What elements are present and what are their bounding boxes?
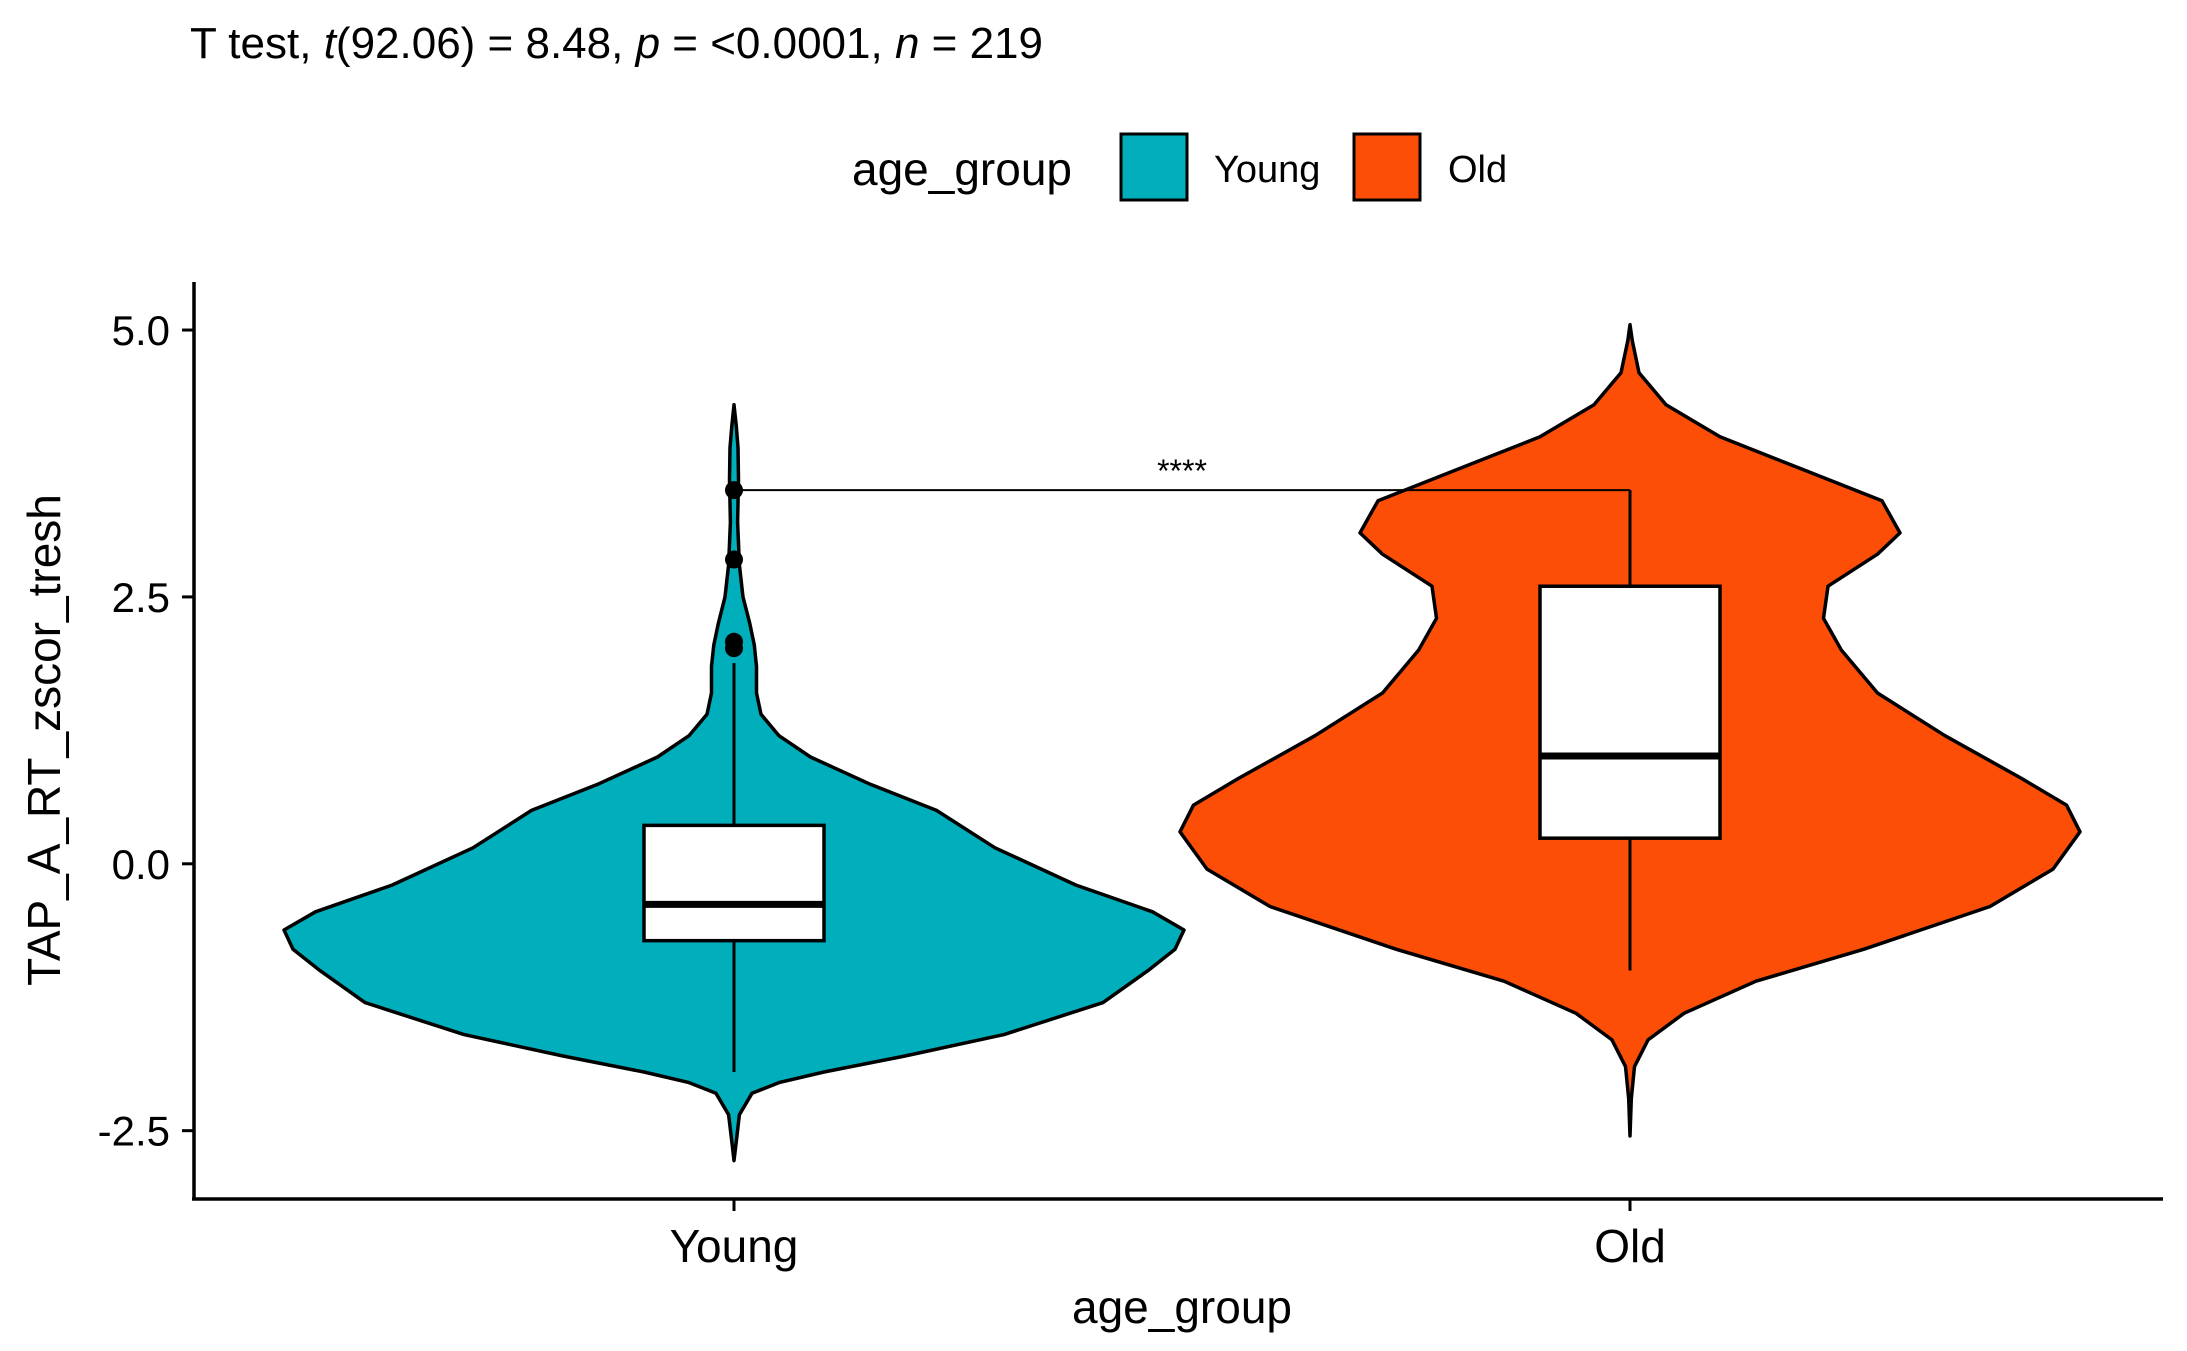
y-tick-label: 5.0 [112,307,170,354]
x-axis-label: age_group [1072,1281,1292,1333]
legend-label-young: Young [1214,149,1320,191]
x-ticks: Young Old [670,1199,1666,1272]
significance-layer: **** [734,453,1631,493]
title-n-symbol: n [895,19,919,68]
outlier-point-young [725,632,743,651]
legend-title: age_group [852,143,1072,195]
title-t-symbol: t [324,19,338,68]
y-axis-label: TAP_A_RT_zscor_tresh [18,494,70,986]
title-p-part: = <0.0001, [660,19,895,68]
x-tick-label: Old [1594,1220,1666,1272]
legend-label-old: Old [1448,149,1507,191]
x-axis: Young Old [192,1197,2163,1272]
box-young [642,823,826,943]
y-tick-label: 2.5 [112,574,170,621]
x-tick-label: Young [670,1220,799,1272]
title-p-symbol: p [634,19,660,68]
legend-swatch-old [1352,132,1422,202]
violin-layer [282,322,2082,1163]
title-prefix: T test, [190,19,324,68]
title-n-part: = 219 [919,19,1043,68]
outlier-point-young [725,550,743,569]
title-t-part: (92.06) = 8.48, [336,19,636,68]
chart-title: T test, t(92.06) = 8.48, p = <0.0001, n … [190,19,1043,68]
legend-swatch-young [1119,132,1189,202]
y-ticks: -2.5 0.0 2.5 5.0 [98,307,194,1155]
significance-label: **** [1157,453,1207,489]
plot-panel: **** [282,322,2082,1163]
y-tick-label: 0.0 [112,841,170,888]
y-axis: -2.5 0.0 2.5 5.0 [98,282,196,1199]
boxplot-layer [642,481,1722,1072]
y-tick-label: -2.5 [98,1108,170,1155]
legend: age_group Young Old [852,132,1507,202]
box-old [1538,584,1722,840]
